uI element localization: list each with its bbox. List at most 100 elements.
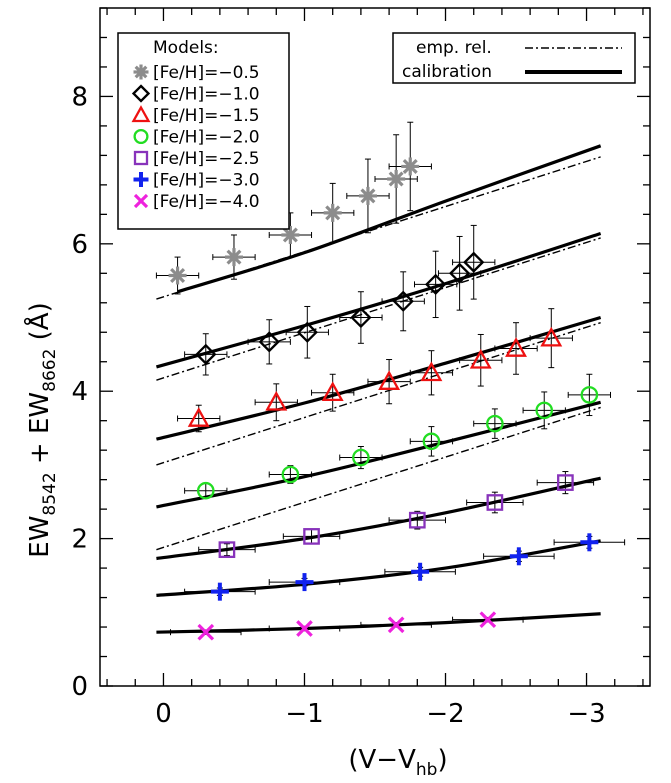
calibration-curve (155, 231, 602, 369)
data-point-circle (535, 401, 554, 420)
y-title-sub2: 8662 (40, 349, 60, 392)
legend-models-box (117, 32, 290, 230)
data-point-square (218, 541, 236, 559)
plot-frame (99, 7, 651, 687)
data-point-asterisk (224, 248, 243, 267)
y-title-mid: + EW (25, 392, 55, 472)
plot-area (99, 7, 651, 687)
data-point-triangle (187, 407, 210, 427)
empirical-relation-line (156, 237, 601, 381)
x-tick-label: −1 (285, 699, 323, 729)
data-point-diamond (195, 343, 217, 365)
data-point-triangle (469, 348, 492, 369)
x-tick-label: −3 (567, 699, 605, 729)
data-point-diamond (296, 321, 318, 343)
data-point-asterisk (401, 157, 420, 176)
y-title-prefix: EW (25, 516, 55, 558)
data-point-square (303, 528, 320, 545)
data-point-square (557, 474, 574, 491)
legend-entry-label: [Fe/H]=−2.5 (153, 149, 260, 169)
data-point-diamond (350, 306, 372, 329)
y-tick-label: 8 (71, 82, 88, 112)
legend-entry-label: [Fe/H]=−4.0 (153, 192, 260, 212)
legend-entry-label: [Fe/H]=−2.0 (153, 128, 260, 148)
series-triangle (177, 308, 573, 433)
data-point-diamond (425, 273, 447, 295)
data-point-circle (486, 414, 504, 433)
y-tick-label: 2 (71, 525, 88, 555)
x-title-close: ) (437, 745, 447, 775)
data-point-asterisk (323, 203, 342, 222)
legend-entry-label: [Fe/H]=−1.5 (153, 106, 260, 126)
data-point-asterisk (168, 266, 187, 285)
data-point-triangle (420, 361, 443, 382)
data-point-triangle (265, 390, 288, 411)
legend-marker-triangle (131, 105, 151, 123)
x-title-sub: hb (416, 760, 438, 780)
series-asterisk (155, 121, 432, 295)
data-point-asterisk (358, 186, 377, 205)
legend-models: Models: [Fe/H]=−0.5[Fe/H]=−1.0[Fe/H]=−1.… (117, 32, 290, 230)
calibration-curve (156, 400, 602, 509)
empirical-relation-line (156, 406, 601, 551)
data-point-diamond (448, 262, 471, 284)
legend-models-title: Models: (153, 38, 219, 58)
data-point-diamond (258, 331, 280, 353)
series-circle (184, 373, 612, 500)
x-tick-label: 0 (155, 699, 172, 729)
series-square (198, 471, 595, 559)
series-diamond (184, 224, 496, 376)
legend-lines-box (392, 32, 636, 84)
data-points (155, 121, 626, 641)
data-point-circle (580, 386, 599, 404)
data-point-circle (196, 481, 215, 500)
data-point-asterisk (281, 225, 300, 244)
data-point-plus (295, 573, 314, 592)
legend-marker-diamond (131, 84, 151, 103)
x-title-main: (V−V (348, 745, 416, 775)
data-point-diamond (463, 251, 485, 273)
legend-marker-asterisk (133, 64, 149, 80)
calibration-curve (156, 612, 601, 634)
y-title-suffix: (Å) (23, 302, 55, 348)
legend-lines: emp. rel. calibration (392, 32, 636, 84)
legend-emp-label: emp. rel. (416, 38, 492, 58)
series-plus (184, 533, 626, 601)
data-point-plus (210, 582, 229, 601)
data-point-triangle (505, 337, 527, 357)
empirical-relation-lines (156, 156, 601, 551)
y-tick-label: 0 (71, 672, 88, 702)
data-point-triangle (378, 370, 401, 390)
data-point-cross (296, 620, 313, 637)
svg-text:EW8542 + EW8662 (Å): EW8542 + EW8662 (Å) (23, 302, 60, 557)
data-point-cross (387, 616, 405, 634)
legend-marker-circle (133, 128, 149, 145)
data-point-plus (580, 533, 599, 552)
data-point-diamond (392, 290, 414, 312)
legend-marker-square (133, 150, 149, 166)
data-point-cross (197, 623, 215, 641)
data-point-plus (411, 562, 430, 581)
data-point-circle (281, 465, 300, 484)
y-title-sub1: 8542 (40, 472, 60, 515)
legend-marker-plus (133, 172, 149, 187)
x-axis-title: (V−Vhb) (348, 745, 447, 780)
axes: 0 −1 −2 −3 0 2 4 6 8 (71, 7, 650, 729)
legend-entry-label: [Fe/H]=−3.0 (153, 171, 260, 191)
data-point-circle (352, 448, 370, 467)
data-point-cross (479, 611, 497, 629)
data-point-square (486, 494, 504, 511)
data-point-asterisk (387, 169, 406, 188)
legend-calib-label: calibration (402, 62, 492, 82)
empirical-relation-line (156, 156, 601, 300)
legend-entry-label: [Fe/H]=−0.5 (153, 63, 260, 83)
y-axis-title: EW8542 + EW8662 (Å) (23, 302, 60, 557)
data-point-plus (509, 547, 528, 566)
data-point-triangle (321, 381, 344, 402)
empirical-relation-line (156, 322, 601, 466)
series-cross (170, 611, 524, 641)
legend-marker-cross (133, 193, 149, 209)
legend-entry-label: [Fe/H]=−1.0 (153, 85, 260, 105)
y-tick-label: 4 (71, 377, 88, 407)
